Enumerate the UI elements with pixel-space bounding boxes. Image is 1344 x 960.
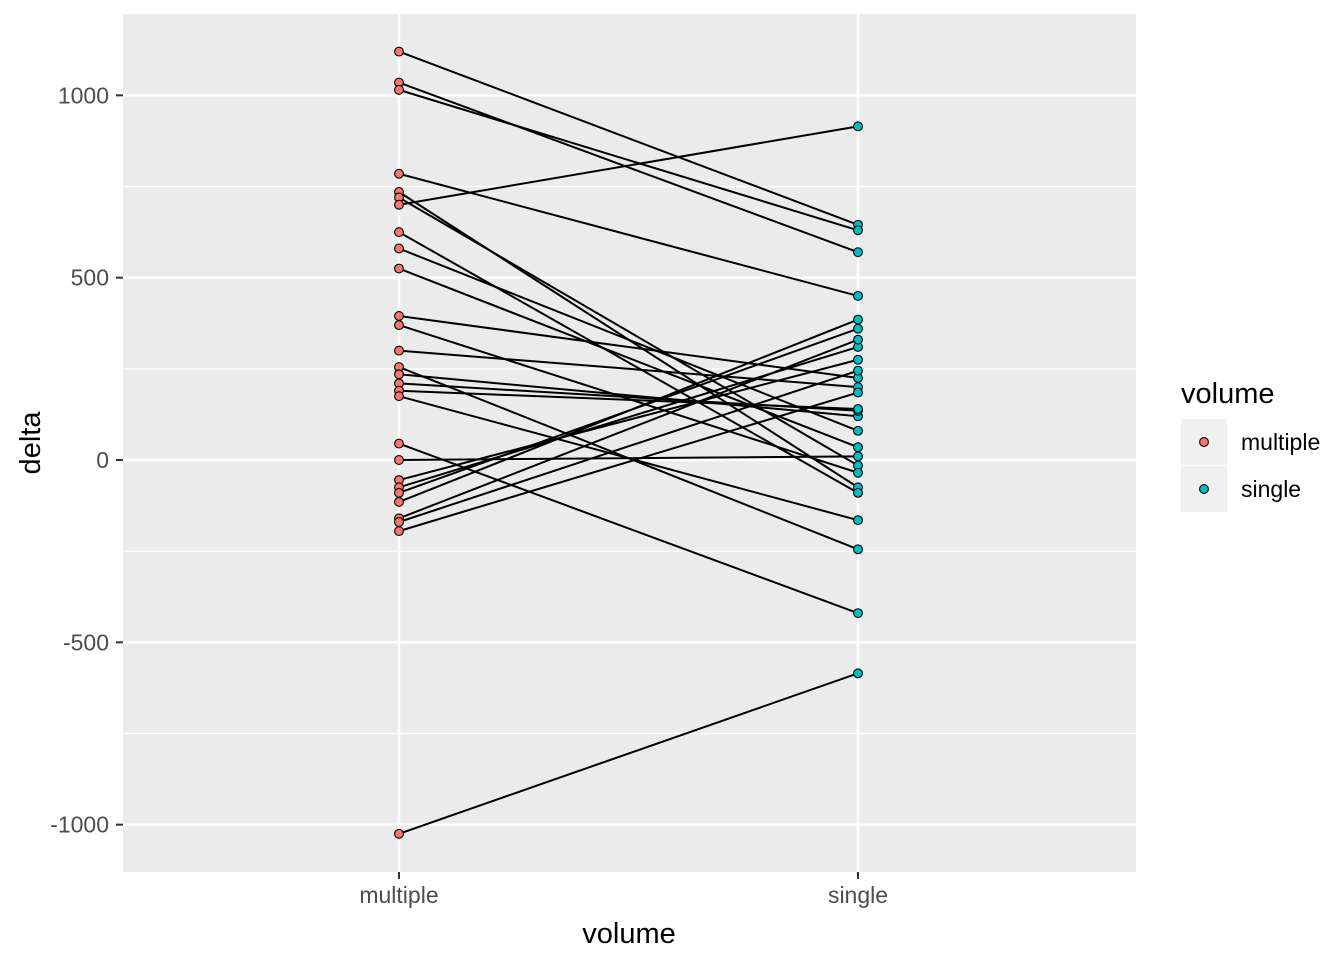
point-single: [853, 314, 863, 325]
point-single: [853, 334, 863, 345]
point-multiple: [394, 263, 404, 274]
legend-label-multiple: multiple: [1241, 429, 1320, 455]
point-multiple: [394, 828, 404, 839]
point-single: [853, 365, 863, 376]
pair-line: [398, 373, 859, 418]
point-multiple: [394, 243, 404, 254]
pair-connector-lines: [398, 50, 859, 835]
y-tick-label: 0: [96, 447, 109, 473]
pair-line: [398, 50, 859, 226]
legend-label-single: single: [1241, 476, 1301, 502]
pair-line: [398, 125, 859, 206]
axis-tick-marks: [116, 94, 859, 879]
legend: volume multiple single: [1181, 378, 1320, 512]
pair-line: [398, 196, 859, 467]
point-single: [853, 354, 863, 365]
point-multiple: [394, 391, 404, 402]
y-tick-label: -1000: [50, 812, 109, 838]
point-single: [853, 425, 863, 436]
pair-line: [398, 672, 859, 835]
point-single: [853, 668, 863, 679]
point-single: [853, 247, 863, 258]
point-multiple: [394, 369, 404, 380]
point-single: [853, 225, 863, 236]
point-single: [853, 323, 863, 334]
point-single: [853, 608, 863, 619]
point-single: [853, 403, 863, 414]
point-single: [853, 487, 863, 498]
point-single: [853, 387, 863, 398]
point-multiple: [394, 46, 404, 57]
pair-line: [398, 81, 859, 254]
pair-line: [398, 338, 859, 520]
legend-title: volume: [1181, 378, 1275, 410]
point-multiple: [394, 487, 404, 498]
point-single: [853, 442, 863, 453]
gridlines-major: [123, 14, 1136, 872]
x-axis-title: volume: [582, 918, 676, 950]
axis-tick-labels: 1000 500 0 -500 -1000 multiple single: [50, 82, 888, 908]
pair-line: [398, 267, 859, 449]
data-points: [394, 46, 863, 839]
legend-point-multiple-icon: [1199, 437, 1209, 447]
plot-panel: [123, 14, 1136, 872]
point-multiple: [394, 345, 404, 356]
point-multiple: [394, 311, 404, 321]
pair-line: [398, 88, 859, 232]
y-tick-label: 1000: [58, 82, 109, 108]
pair-line: [398, 391, 859, 533]
point-multiple: [394, 84, 404, 95]
pair-line: [398, 389, 859, 410]
pair-line: [398, 172, 859, 297]
point-multiple: [394, 526, 404, 537]
y-tick-label: 500: [71, 265, 109, 291]
legend-point-single-icon: [1199, 484, 1209, 494]
pair-line: [398, 318, 859, 503]
point-single: [853, 544, 863, 555]
point-multiple: [394, 199, 404, 210]
point-multiple: [394, 496, 404, 507]
pair-line: [398, 247, 859, 432]
point-multiple: [394, 455, 404, 465]
pair-line: [398, 349, 859, 389]
y-tick-label: -500: [63, 629, 109, 655]
point-multiple: [394, 320, 404, 331]
point-single: [853, 515, 863, 526]
point-single: [853, 121, 863, 132]
pair-line: [398, 358, 859, 482]
point-multiple: [394, 517, 404, 527]
pair-line: [398, 314, 859, 379]
x-tick-label: multiple: [359, 882, 438, 908]
point-single: [853, 467, 863, 478]
pair-line: [398, 369, 859, 523]
point-single: [853, 451, 863, 462]
point-single: [853, 290, 863, 301]
x-tick-label: single: [828, 882, 888, 908]
gridlines-minor: [123, 185, 1136, 735]
y-axis-title: delta: [15, 411, 47, 475]
point-multiple: [394, 168, 404, 179]
pair-line: [398, 231, 859, 494]
point-multiple: [394, 438, 404, 449]
point-multiple: [394, 227, 404, 238]
